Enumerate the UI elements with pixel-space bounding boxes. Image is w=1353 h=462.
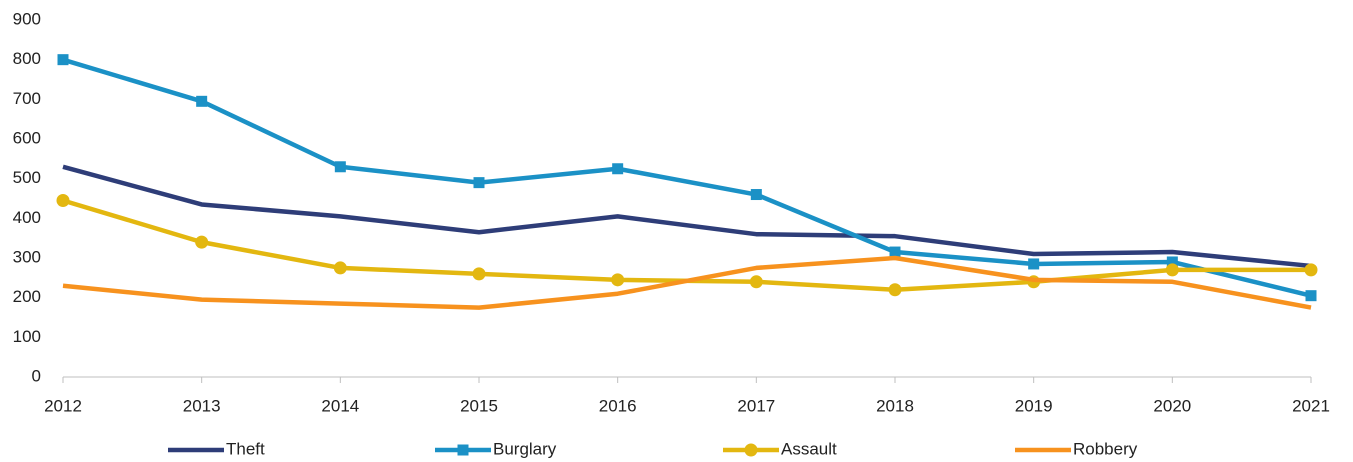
y-tick-label: 200 [13, 287, 41, 306]
series-line [62, 164, 1312, 269]
x-tick-label: 2015 [460, 396, 498, 415]
y-tick-label: 800 [13, 49, 41, 68]
y-tick-label: 500 [13, 168, 41, 187]
marker [57, 54, 69, 66]
legend-label: Theft [226, 439, 265, 458]
x-tick-label: 2019 [1015, 396, 1053, 415]
marker [1165, 263, 1179, 277]
marker [334, 161, 346, 173]
marker [889, 246, 901, 258]
legend-marker [457, 444, 469, 456]
y-tick-label: 300 [13, 247, 41, 266]
x-tick-label: 2020 [1153, 396, 1191, 415]
x-tick-label: 2013 [183, 396, 221, 415]
x-tick-label: 2014 [321, 396, 359, 415]
marker [888, 283, 902, 297]
marker [56, 193, 70, 207]
y-tick-label: 900 [13, 9, 41, 28]
marker [750, 189, 762, 201]
y-tick-label: 400 [13, 208, 41, 227]
marker [196, 95, 208, 107]
marker [1028, 258, 1040, 270]
x-tick-label: 2018 [876, 396, 914, 415]
legend-marker [744, 443, 758, 457]
x-tick-label: 2016 [599, 396, 637, 415]
x-tick-label: 2017 [737, 396, 775, 415]
y-tick-label: 700 [13, 89, 41, 108]
series-line [62, 255, 1312, 310]
y-tick-label: 600 [13, 128, 41, 147]
legend-label: Robbery [1073, 439, 1138, 458]
marker [612, 163, 624, 175]
marker [473, 177, 485, 189]
marker [333, 261, 347, 275]
x-tick-label: 2021 [1292, 396, 1330, 415]
marker [195, 235, 209, 249]
legend-label: Burglary [493, 439, 557, 458]
legend-label: Assault [781, 439, 837, 458]
y-tick-label: 0 [32, 366, 41, 385]
marker [1305, 290, 1317, 302]
series-line [62, 198, 1311, 292]
x-tick-label: 2012 [44, 396, 82, 415]
marker [749, 275, 763, 289]
series-line [62, 57, 1312, 298]
marker [1166, 256, 1178, 268]
marker [1304, 263, 1318, 277]
marker [611, 273, 625, 287]
marker [472, 267, 486, 281]
y-tick-label: 100 [13, 327, 41, 346]
